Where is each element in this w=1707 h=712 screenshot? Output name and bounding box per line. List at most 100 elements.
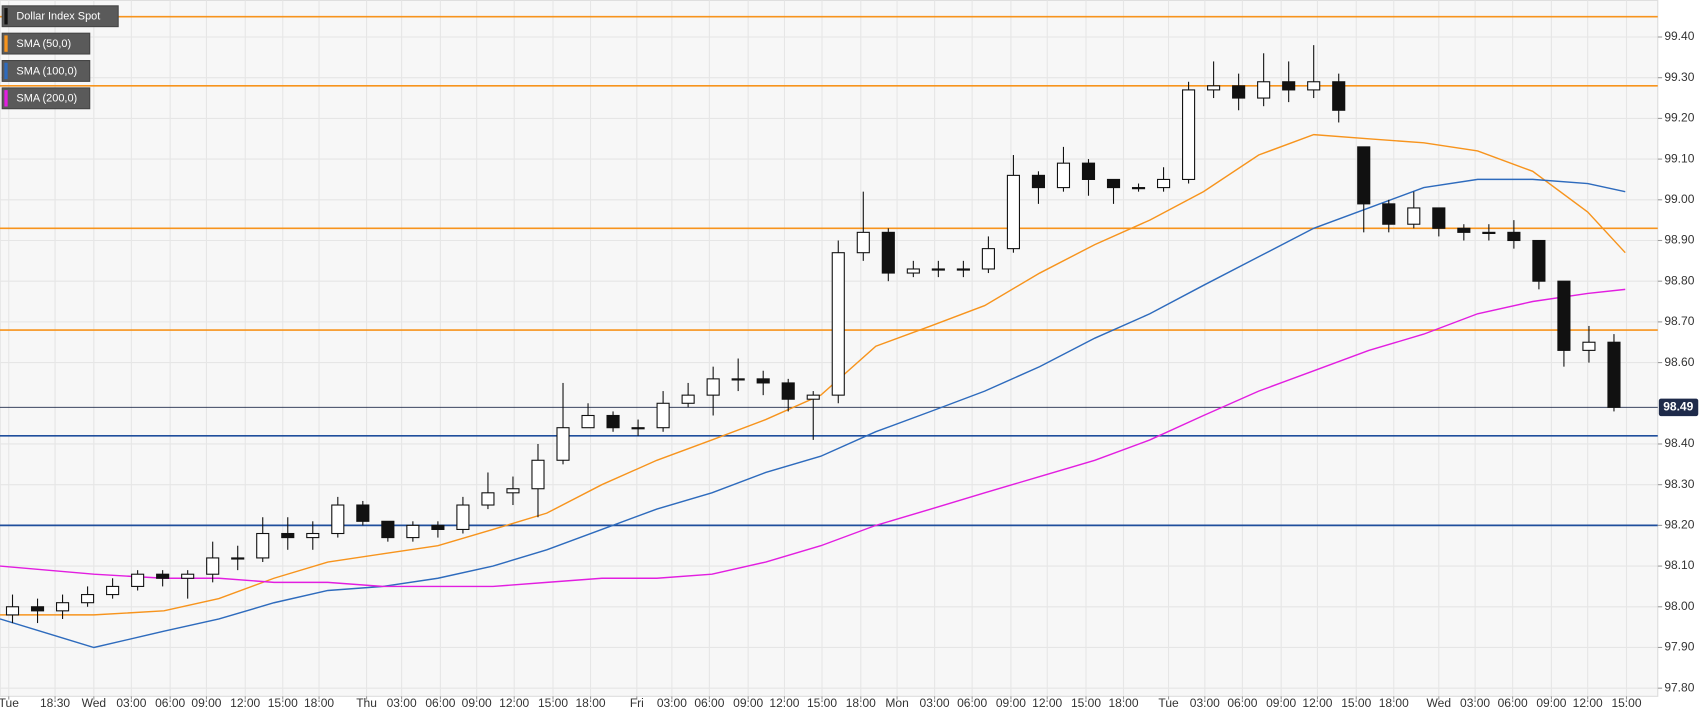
candle-body — [1131, 187, 1146, 190]
x-tick-label: 18:00 — [304, 696, 334, 710]
candle-body — [756, 378, 770, 384]
x-tick-label: 09:00 — [1536, 696, 1566, 710]
candle-body — [131, 573, 145, 587]
candle-body — [1557, 280, 1571, 351]
candle-body — [1106, 178, 1121, 189]
candle-body — [81, 594, 95, 604]
candle-body — [1332, 81, 1346, 111]
candle-body — [5, 606, 20, 616]
x-tick-label: 18:00 — [575, 696, 605, 710]
x-tick-label: Wed — [82, 696, 107, 710]
sma-lines — [0, 133, 1626, 649]
y-tick-label: 97.80 — [1664, 680, 1694, 694]
x-tick-label: 15:00 — [1341, 696, 1371, 710]
candle-body — [681, 394, 695, 404]
candle-body — [1056, 162, 1071, 189]
candle-body — [206, 557, 220, 575]
x-tick-label: 03:00 — [920, 696, 950, 710]
axes: 99.40 99.30 99.20 99.10 99.00 98.90 98.80 98.70… — [0, 29, 1699, 710]
sma-line — [0, 178, 1626, 649]
x-tick-label: 06:00 — [425, 696, 455, 710]
x-tick-label: 12:00 — [769, 696, 799, 710]
candle-body — [1507, 231, 1521, 242]
candle-body — [1232, 85, 1246, 99]
x-tick-label: 06:00 — [1498, 696, 1528, 710]
candle-body — [556, 427, 570, 461]
candle-body — [606, 414, 620, 429]
candle-body — [231, 557, 245, 560]
x-tick-label: 03:00 — [116, 696, 146, 710]
y-tick-label: 98.70 — [1664, 314, 1694, 328]
x-tick-label: Thu — [356, 696, 377, 710]
candle-body — [1432, 207, 1446, 229]
x-tick-label: 09:00 — [462, 696, 492, 710]
sma-line — [0, 133, 1626, 616]
last-price-box — [1658, 398, 1699, 417]
candle-body — [1081, 162, 1096, 180]
y-tick-label: 98.40 — [1664, 436, 1694, 450]
candle-body — [356, 504, 370, 522]
legend-swatch — [4, 35, 8, 52]
candle-body — [931, 268, 945, 271]
legend: Dollar Index Spot SMA (50,0) SMA (100,0) SM… — [1, 5, 119, 110]
x-tick-label: 06:00 — [957, 696, 987, 710]
candle-body — [1031, 174, 1046, 189]
x-tick-label: Tue — [1158, 696, 1179, 710]
x-tick-label: 18:30 — [40, 696, 70, 710]
candle-body — [781, 382, 795, 400]
x-tick-label: 03:00 — [1460, 696, 1490, 710]
x-tick-label: Mon — [885, 696, 908, 710]
candle-body — [1607, 341, 1621, 408]
legend-box — [1, 60, 91, 82]
x-tick-label: 18:00 — [846, 696, 876, 710]
x-tick-label: 18:00 — [1379, 696, 1409, 710]
candle-body — [1307, 81, 1321, 91]
candle-body — [1407, 207, 1421, 225]
y-tick-label: 98.60 — [1664, 355, 1694, 369]
y-tick-label: 99.40 — [1664, 29, 1694, 43]
y-tick-label: 98.90 — [1664, 233, 1694, 247]
candle-body — [1357, 146, 1371, 205]
sma-line — [0, 288, 1626, 588]
x-tick-label: 12:00 — [230, 696, 260, 710]
candle-body — [1382, 203, 1396, 225]
levels — [0, 15, 1658, 527]
y-tick-label: 99.30 — [1664, 70, 1694, 84]
candle-body — [731, 378, 745, 381]
candle-body — [1156, 178, 1171, 189]
candle-body — [456, 504, 470, 530]
legend-swatch — [4, 90, 8, 107]
candle-body — [831, 252, 845, 396]
candle-body — [806, 394, 820, 400]
candle-body — [1582, 341, 1596, 351]
candle-body — [631, 427, 645, 430]
x-tick-label: 12:00 — [499, 696, 529, 710]
candle-body — [1207, 85, 1221, 91]
y-tick-label: 97.90 — [1664, 640, 1694, 654]
candle-body — [1182, 89, 1196, 180]
candle-body — [1482, 231, 1496, 234]
y-tick-label: 98.00 — [1664, 599, 1694, 613]
candle-body — [881, 231, 895, 274]
candle-body — [306, 532, 320, 539]
candle-body — [981, 248, 995, 270]
candle-body — [481, 492, 495, 506]
candle-body — [156, 573, 170, 579]
y-tick-label: 99.20 — [1664, 111, 1694, 125]
candle-body — [531, 459, 545, 490]
candle-body — [181, 573, 195, 579]
x-tick-label: 09:00 — [191, 696, 221, 710]
x-tick-label: 12:00 — [1032, 696, 1062, 710]
x-tick-label: 12:00 — [1573, 696, 1603, 710]
candle-body — [656, 402, 670, 429]
y-tick-label: 98.30 — [1664, 477, 1694, 491]
y-tick-label: 98.10 — [1664, 558, 1694, 572]
last-price-label: 98.49 — [1663, 400, 1693, 414]
legend-label: SMA (50,0) — [16, 38, 71, 50]
x-tick-label: 06:00 — [694, 696, 724, 710]
x-tick-label: 15:00 — [1611, 696, 1641, 710]
candle-body — [256, 532, 270, 559]
candle-body — [55, 602, 70, 612]
x-tick-label: 06:00 — [155, 696, 185, 710]
